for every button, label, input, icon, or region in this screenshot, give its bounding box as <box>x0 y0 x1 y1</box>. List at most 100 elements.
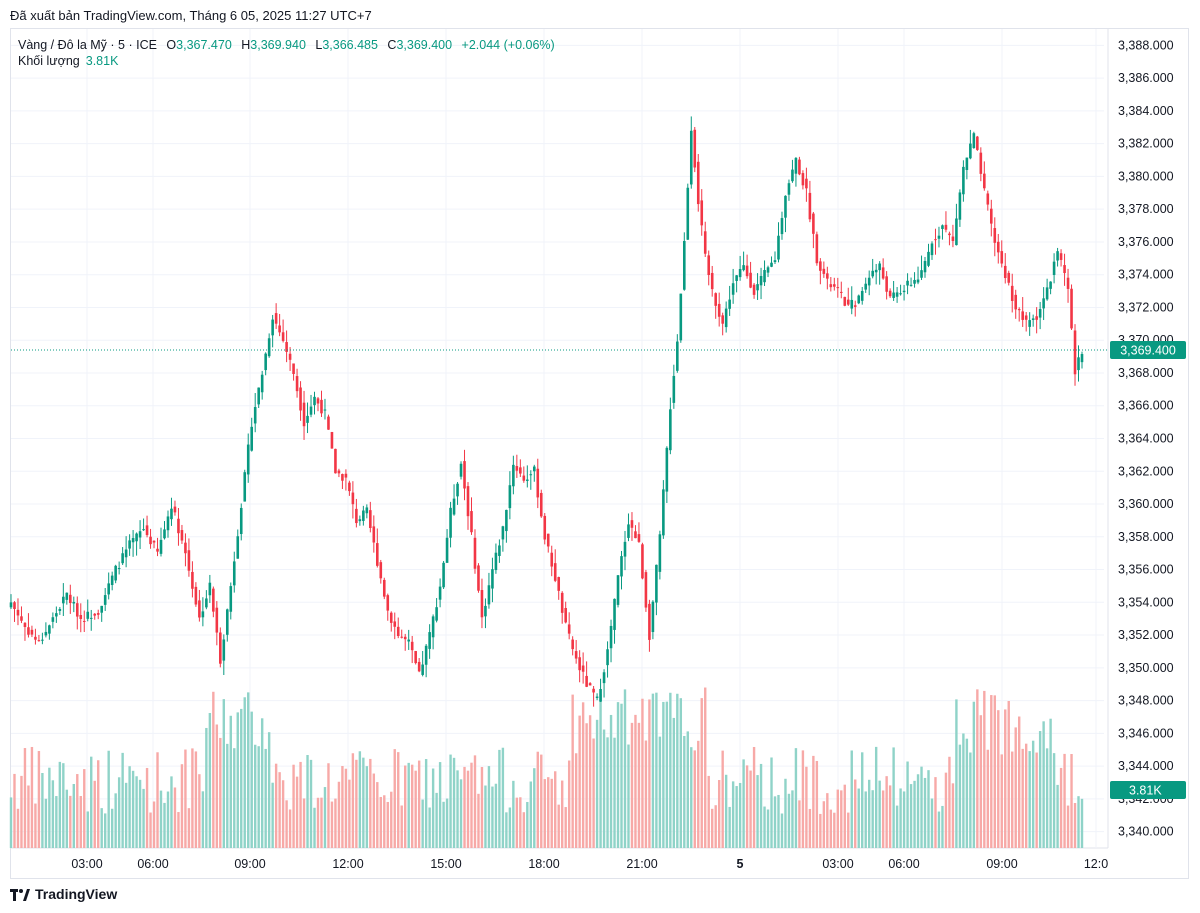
volume-bar <box>878 780 881 848</box>
volume-bar <box>13 773 16 848</box>
candle-body <box>874 269 878 273</box>
volume-bar <box>512 780 515 848</box>
volume-bar <box>690 747 693 848</box>
price-axis: 3,340.0003,342.0003,344.0003,346.0003,34… <box>1118 38 1174 838</box>
volume-bar <box>567 760 571 848</box>
volume-bar <box>693 750 696 848</box>
candle-body <box>351 492 355 505</box>
candle-body <box>550 552 554 567</box>
price-tick-label: 3,350.000 <box>1118 661 1174 675</box>
volume-bar <box>365 766 369 848</box>
volume-bar <box>780 813 784 848</box>
volume-bar <box>644 740 648 848</box>
time-tick-label: 09:00 <box>234 857 265 871</box>
symbol-label: Vàng / Đô la Mỹ · 5 · ICE <box>18 38 157 52</box>
candle-body <box>110 575 114 586</box>
candle-body <box>1080 354 1084 363</box>
candle-body <box>752 284 756 295</box>
volume-bar <box>194 751 198 848</box>
close-value: 3,369.400 <box>396 38 453 52</box>
candle-body <box>526 479 529 481</box>
price-tick-label: 3,344.000 <box>1118 759 1174 773</box>
price-tick-label: 3,354.000 <box>1118 595 1174 609</box>
volume-bar <box>404 765 407 848</box>
volume-bar <box>571 694 574 848</box>
volume-bar <box>264 748 267 848</box>
candle-body <box>812 213 815 234</box>
candle-body <box>435 607 438 621</box>
candle-body <box>902 290 906 293</box>
candle-body <box>1063 265 1066 274</box>
high-value: 3,369.940 <box>250 38 306 52</box>
candle-body <box>693 129 697 168</box>
candle-body <box>613 598 616 630</box>
volume-bar <box>798 800 801 848</box>
candle-body <box>871 270 874 277</box>
volume-bar <box>34 803 37 848</box>
low-value: 3,366.485 <box>322 38 378 52</box>
volume-bar <box>1035 752 1038 848</box>
candle-body <box>344 473 348 478</box>
candle-body <box>979 152 983 174</box>
volume-bar <box>23 748 27 848</box>
volume-bar <box>787 793 791 848</box>
candle-body <box>205 598 208 608</box>
candle-body <box>819 261 822 271</box>
candle-body <box>843 296 847 306</box>
candle-body <box>316 398 320 404</box>
candle-body <box>899 293 902 295</box>
chart-frame[interactable] <box>10 28 1189 879</box>
time-tick-label: 12:0 <box>1084 857 1108 871</box>
volume-bar <box>124 782 128 848</box>
volume-bar <box>205 727 208 848</box>
volume-bar <box>93 780 96 848</box>
volume-bar <box>431 768 435 848</box>
candle-body <box>271 319 274 336</box>
volume-bars <box>9 687 1084 848</box>
candle-body <box>288 353 292 360</box>
candle-body <box>637 534 641 542</box>
price-tick-label: 3,376.000 <box>1118 235 1174 249</box>
candle-body <box>955 218 958 246</box>
candle-body <box>543 515 547 540</box>
volume-bar <box>630 722 634 848</box>
candle-body <box>996 241 1000 253</box>
volume-bar <box>662 701 665 848</box>
volume-bar <box>424 759 428 848</box>
volume-bar <box>1070 754 1073 848</box>
candle-body <box>445 537 449 563</box>
volume-bar <box>543 779 546 848</box>
volume-bar <box>355 759 358 848</box>
volume-bar <box>958 744 962 848</box>
candle-body <box>731 283 735 295</box>
candle-body <box>480 590 484 618</box>
candle-body <box>295 376 299 392</box>
candle-body <box>100 605 104 613</box>
volume-bar <box>184 749 187 848</box>
volume-bar <box>1024 743 1028 848</box>
candle-body <box>403 636 407 640</box>
volume-bar <box>410 764 414 848</box>
volume-bar <box>435 792 438 848</box>
candle-body <box>885 276 888 292</box>
candle-body <box>236 536 240 559</box>
volume-bar <box>386 801 389 848</box>
volume-bar <box>986 749 990 848</box>
volume-bar <box>651 693 655 848</box>
tradingview-logo[interactable]: TradingView <box>10 886 117 902</box>
candle-body <box>1007 272 1011 283</box>
time-tick-label: 12:00 <box>332 857 363 871</box>
volume-bar <box>913 780 916 848</box>
volume-bar <box>794 748 798 848</box>
candle-body <box>250 426 254 451</box>
candle-body <box>616 575 620 605</box>
volume-bar <box>990 695 993 848</box>
volume-bar <box>742 759 745 848</box>
volume-bar <box>428 807 431 848</box>
volume-bar <box>292 764 295 848</box>
candle-body <box>676 341 679 371</box>
candle-body <box>438 586 442 600</box>
candle-body <box>163 529 166 539</box>
volume-bar <box>805 766 808 848</box>
